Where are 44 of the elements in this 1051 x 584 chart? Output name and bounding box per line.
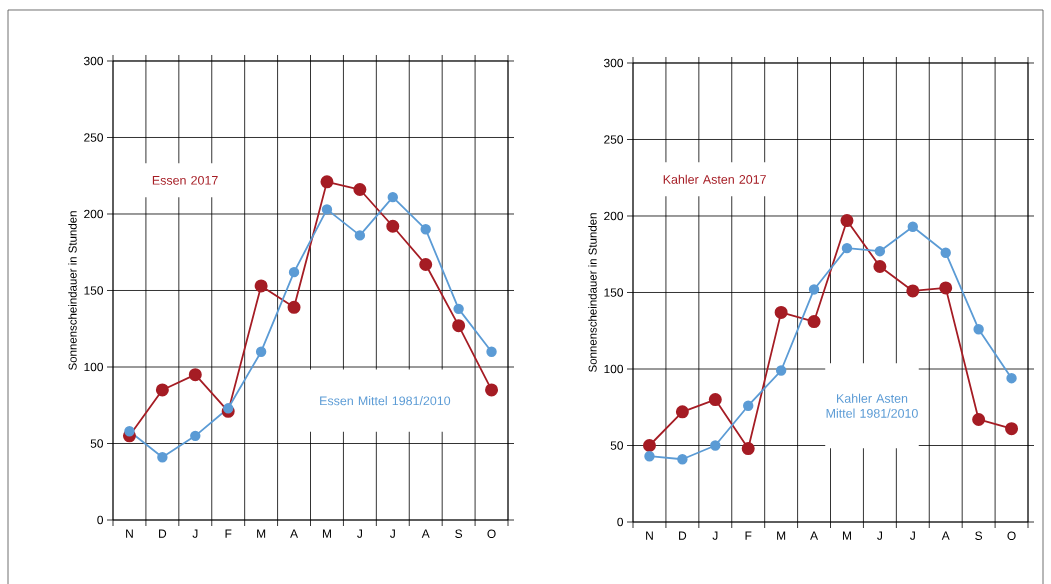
- x-tick-label: A: [941, 531, 950, 540]
- x-tick-label: M: [257, 529, 266, 538]
- x-tick-label: O: [487, 529, 496, 538]
- x-tick-label: J: [877, 531, 882, 540]
- text: Kahler Asten 2017: [663, 174, 766, 184]
- y-tick-label: 150: [604, 288, 624, 297]
- y-tick-label: 50: [610, 441, 624, 450]
- x-tick-label: F: [225, 529, 232, 538]
- x-tick-label: M: [777, 531, 786, 540]
- x-tick-label: M: [842, 531, 851, 540]
- x-tick-label: D: [159, 529, 167, 538]
- y-tick-label: 0: [97, 515, 104, 525]
- x-tick-label: N: [126, 529, 133, 538]
- x-tick-label: J: [712, 531, 718, 540]
- y-tick-label: 0: [617, 517, 624, 527]
- x-tick-label: M: [322, 529, 331, 538]
- x-tick-label: O: [1007, 531, 1016, 540]
- x-tick-label: S: [975, 531, 983, 540]
- x-tick-label: J: [910, 531, 915, 540]
- y-axis-title: Sonnenscheindauer in Stunden: [68, 211, 77, 370]
- y-tick-label: 100: [84, 362, 104, 372]
- y-tick-label: 200: [604, 211, 624, 221]
- x-tick-label: J: [357, 529, 362, 538]
- y-tick-label: 300: [83, 56, 104, 66]
- y-tick-label: 50: [90, 439, 104, 448]
- x-tick-label: A: [810, 531, 819, 540]
- y-tick-label: 250: [604, 135, 624, 144]
- y-tick-label: 100: [604, 364, 624, 374]
- text: Essen Mittel 1981/2010: [320, 396, 451, 406]
- y-axis-title: Sonnenscheindauer in Stunden: [588, 213, 597, 372]
- x-tick-label: S: [455, 529, 463, 538]
- x-tick-label: A: [290, 529, 299, 538]
- y-tick-label: 150: [84, 286, 104, 295]
- x-tick-label: J: [192, 529, 198, 538]
- text: Kahler Asten Mittel 1981/2010: [826, 393, 918, 418]
- y-tick-label: 300: [603, 58, 624, 68]
- y-tick-label: 250: [84, 133, 104, 142]
- x-tick-label: A: [421, 529, 430, 538]
- y-tick-label: 200: [84, 209, 104, 219]
- x-tick-label: D: [679, 531, 687, 540]
- text: Essen 2017: [152, 175, 218, 185]
- x-tick-label: N: [646, 531, 653, 540]
- x-tick-label: J: [389, 529, 395, 538]
- x-tick-label: F: [745, 531, 752, 540]
